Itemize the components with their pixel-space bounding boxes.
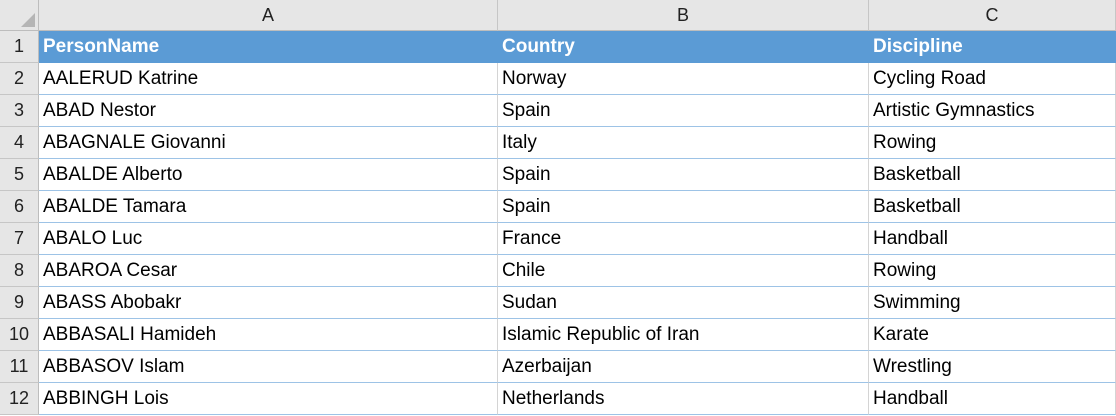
cell-country[interactable]: Spain xyxy=(498,95,869,127)
row-header[interactable]: 7 xyxy=(0,223,39,255)
row-header[interactable]: 9 xyxy=(0,287,39,319)
cell-person-name[interactable]: ABALDE Alberto xyxy=(39,159,498,191)
cell-person-name[interactable]: AALERUD Katrine xyxy=(39,63,498,95)
row-header[interactable]: 3 xyxy=(0,95,39,127)
cell-discipline[interactable]: Cycling Road xyxy=(869,63,1116,95)
column-header-a[interactable]: A xyxy=(39,0,498,31)
cell-person-name[interactable]: ABAGNALE Giovanni xyxy=(39,127,498,159)
cell-person-name[interactable]: ABALDE Tamara xyxy=(39,191,498,223)
row-header[interactable]: 1 xyxy=(0,31,39,63)
cell-person-name[interactable]: ABBINGH Lois xyxy=(39,383,498,415)
cell-person-name[interactable]: ABAD Nestor xyxy=(39,95,498,127)
cell-country[interactable]: Islamic Republic of Iran xyxy=(498,319,869,351)
cell-country[interactable]: Spain xyxy=(498,191,869,223)
cell-country[interactable]: Spain xyxy=(498,159,869,191)
cell-discipline[interactable]: Handball xyxy=(869,223,1116,255)
table-header-discipline[interactable]: Discipline xyxy=(869,31,1116,63)
cell-discipline[interactable]: Karate xyxy=(869,319,1116,351)
cell-discipline[interactable]: Swimming xyxy=(869,287,1116,319)
row-header[interactable]: 6 xyxy=(0,191,39,223)
cell-discipline[interactable]: Artistic Gymnastics xyxy=(869,95,1116,127)
row-header[interactable]: 8 xyxy=(0,255,39,287)
cell-discipline[interactable]: Basketball xyxy=(869,191,1116,223)
row-header[interactable]: 12 xyxy=(0,383,39,415)
cell-discipline[interactable]: Rowing xyxy=(869,255,1116,287)
select-all-button[interactable] xyxy=(0,0,39,31)
cell-country[interactable]: Netherlands xyxy=(498,383,869,415)
cell-person-name[interactable]: ABAROA Cesar xyxy=(39,255,498,287)
cell-person-name[interactable]: ABBASOV Islam xyxy=(39,351,498,383)
cell-country[interactable]: Azerbaijan xyxy=(498,351,869,383)
column-header-b[interactable]: B xyxy=(498,0,869,31)
table-header-country[interactable]: Country xyxy=(498,31,869,63)
cell-discipline[interactable]: Handball xyxy=(869,383,1116,415)
cell-country[interactable]: Chile xyxy=(498,255,869,287)
cell-country[interactable]: Norway xyxy=(498,63,869,95)
cell-country[interactable]: Italy xyxy=(498,127,869,159)
row-header[interactable]: 2 xyxy=(0,63,39,95)
cell-person-name[interactable]: ABBASALI Hamideh xyxy=(39,319,498,351)
row-header[interactable]: 5 xyxy=(0,159,39,191)
cell-discipline[interactable]: Basketball xyxy=(869,159,1116,191)
cell-discipline[interactable]: Wrestling xyxy=(869,351,1116,383)
table-header-personname[interactable]: PersonName xyxy=(39,31,498,63)
cell-discipline[interactable]: Rowing xyxy=(869,127,1116,159)
row-header[interactable]: 11 xyxy=(0,351,39,383)
cell-person-name[interactable]: ABALO Luc xyxy=(39,223,498,255)
row-header[interactable]: 10 xyxy=(0,319,39,351)
cell-person-name[interactable]: ABASS Abobakr xyxy=(39,287,498,319)
cell-country[interactable]: France xyxy=(498,223,869,255)
column-header-c[interactable]: C xyxy=(869,0,1116,31)
select-all-triangle-icon xyxy=(21,13,35,27)
cell-country[interactable]: Sudan xyxy=(498,287,869,319)
row-header[interactable]: 4 xyxy=(0,127,39,159)
